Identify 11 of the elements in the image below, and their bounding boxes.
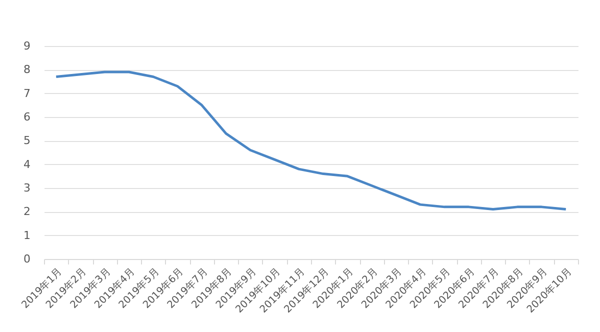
y-tick-label: 5 (24, 134, 30, 148)
y-tick-label: 4 (24, 158, 30, 171)
y-tick-label: 3 (24, 182, 30, 194)
line-series (54, 70, 568, 211)
y-tick-label: 9 (24, 40, 30, 52)
y-tick-label: 2 (24, 205, 30, 218)
y-tick-label: 1 (24, 228, 30, 242)
y-tick-label: 6 (24, 110, 30, 124)
y-tick-label: 8 (24, 63, 30, 76)
y-tick-label: 0 (24, 252, 30, 266)
y-tick-label: 7 (24, 86, 30, 100)
